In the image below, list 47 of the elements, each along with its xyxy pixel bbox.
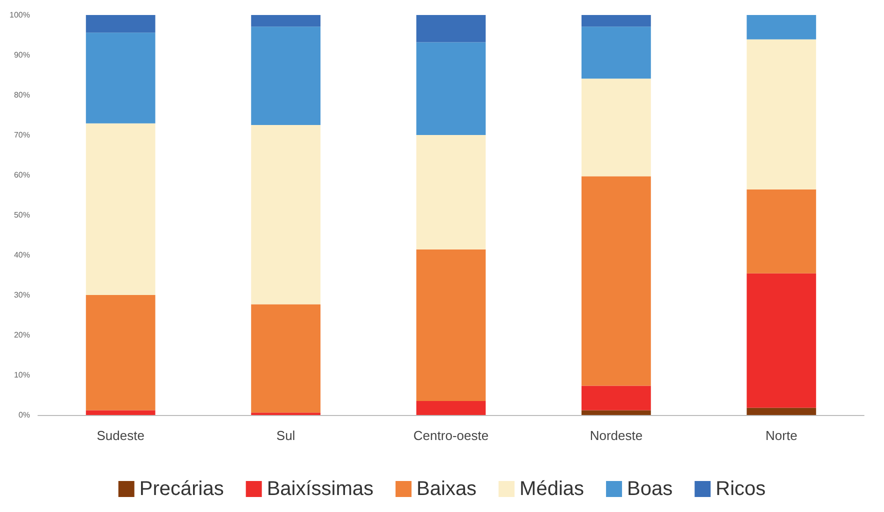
bar <box>86 123 156 295</box>
bar <box>416 135 486 250</box>
x-tick-label: Norte <box>766 428 798 443</box>
legend-label: Precárias <box>139 478 224 500</box>
x-tick-label: Sul <box>276 428 296 443</box>
bar <box>582 176 651 386</box>
legend-label: Baixas <box>416 478 477 500</box>
bar <box>582 78 651 176</box>
y-tick-label: 80% <box>14 90 30 100</box>
bar <box>746 408 816 415</box>
bar <box>582 15 651 27</box>
y-tick-label: 40% <box>14 250 30 260</box>
y-tick-label: 70% <box>14 130 30 140</box>
x-tick-label: Sudeste <box>96 428 144 443</box>
y-tick-label: 30% <box>14 290 30 300</box>
bar <box>582 410 651 415</box>
bar <box>582 26 651 79</box>
bar <box>251 26 320 125</box>
y-tick-label: 10% <box>14 370 30 380</box>
y-tick-label: 60% <box>14 170 30 180</box>
x-tick-label: Centro-oeste <box>413 428 489 443</box>
bar <box>251 15 320 27</box>
y-tick-label: 90% <box>14 50 30 60</box>
bar <box>86 295 156 410</box>
bar <box>746 15 816 40</box>
bar <box>582 386 651 410</box>
y-tick-label: 0% <box>18 410 30 420</box>
legend-label: Baixíssimas <box>266 478 374 500</box>
legend-label: Boas <box>627 478 673 500</box>
x-tick-label: Nordeste <box>590 428 643 443</box>
bar <box>416 42 486 135</box>
bar <box>416 249 486 401</box>
bar <box>86 15 156 33</box>
bar <box>746 273 816 408</box>
y-tick-label: 50% <box>14 210 30 220</box>
bar <box>251 125 320 304</box>
y-tick-label: 20% <box>14 330 30 340</box>
bar <box>251 304 320 413</box>
bar <box>86 410 156 415</box>
y-tick-label: 100% <box>10 10 30 20</box>
bar <box>86 32 156 124</box>
bar <box>746 39 816 190</box>
legend-label: Médias <box>520 478 584 500</box>
bar <box>416 15 486 42</box>
bar <box>746 189 816 274</box>
bar <box>416 401 486 415</box>
legend-label: Ricos <box>716 478 766 500</box>
